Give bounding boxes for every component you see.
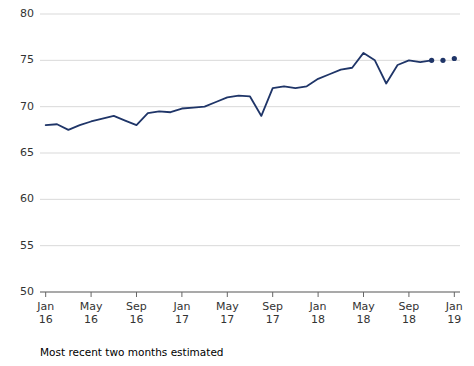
x-tick bbox=[454, 292, 455, 297]
x-tick bbox=[91, 292, 92, 297]
x-tick-label-line: 16 bbox=[39, 313, 53, 326]
dot bbox=[440, 58, 445, 63]
x-tick-label-line: Jan bbox=[309, 300, 327, 313]
x-axis: Jan16May16Sep16Jan17May17Sep17Jan18May18… bbox=[36, 292, 463, 326]
grid-line bbox=[40, 292, 460, 293]
data-layer bbox=[46, 53, 457, 130]
grid-line bbox=[40, 14, 460, 15]
x-tick-label: Jan17 bbox=[172, 300, 190, 326]
x-tick-label-line: Sep bbox=[262, 300, 283, 313]
x-tick-label-line: 18 bbox=[402, 313, 416, 326]
grid-line bbox=[40, 60, 460, 61]
x-tick-label-line: Sep bbox=[399, 300, 420, 313]
footnote: Most recent two months estimated bbox=[40, 346, 224, 358]
y-tick-label: 50 bbox=[20, 285, 34, 298]
x-tick-label-line: Jan bbox=[36, 300, 54, 313]
line bbox=[46, 53, 432, 130]
y-axis: 50 55 60 65 70 75 80 bbox=[20, 7, 34, 298]
x-tick-label: Sep18 bbox=[399, 300, 420, 326]
x-tick-label-line: 18 bbox=[357, 313, 371, 326]
x-axis-line bbox=[40, 292, 460, 293]
y-tick-label: 60 bbox=[20, 192, 34, 205]
y-tick-label: 80 bbox=[20, 7, 34, 20]
x-tick-label: Jan16 bbox=[36, 300, 54, 326]
x-tick-label-line: 17 bbox=[175, 313, 189, 326]
x-tick-label: May17 bbox=[216, 300, 239, 326]
chart-container: 50556065707580Jan16May16Sep16Jan17May17S… bbox=[0, 0, 474, 366]
x-tick-label: May16 bbox=[80, 300, 103, 326]
x-tick bbox=[272, 292, 273, 297]
x-tick-label: Sep16 bbox=[126, 300, 147, 326]
y-tick-label: 55 bbox=[20, 239, 34, 252]
x-tick-label-line: 18 bbox=[311, 313, 325, 326]
x-tick-label-line: 17 bbox=[220, 313, 234, 326]
x-tick-label-line: 16 bbox=[84, 313, 98, 326]
x-tick-label-line: 19 bbox=[447, 313, 461, 326]
x-tick-label-line: 17 bbox=[266, 313, 280, 326]
y-grid bbox=[40, 14, 460, 292]
grid-line bbox=[40, 245, 460, 246]
x-tick-label: Jan19 bbox=[445, 300, 463, 326]
x-tick-label-line: May bbox=[80, 300, 103, 313]
x-tick bbox=[408, 292, 409, 297]
x-tick-label: Jan18 bbox=[309, 300, 327, 326]
x-tick bbox=[318, 292, 319, 297]
x-tick bbox=[45, 292, 46, 297]
chart-svg: 50556065707580Jan16May16Sep16Jan17May17S… bbox=[0, 0, 474, 366]
x-tick-label-line: May bbox=[352, 300, 375, 313]
dot bbox=[452, 56, 457, 61]
x-tick bbox=[181, 292, 182, 297]
x-tick-label-line: Sep bbox=[126, 300, 147, 313]
x-tick-label-line: May bbox=[216, 300, 239, 313]
x-tick-label-line: 16 bbox=[129, 313, 143, 326]
y-tick-label: 70 bbox=[20, 100, 34, 113]
x-tick bbox=[136, 292, 137, 297]
x-tick bbox=[363, 292, 364, 297]
grid-line bbox=[40, 153, 460, 154]
x-tick-label: May18 bbox=[352, 300, 375, 326]
dot bbox=[429, 58, 434, 63]
y-tick-label: 75 bbox=[20, 53, 34, 66]
grid-line bbox=[40, 106, 460, 107]
x-tick bbox=[227, 292, 228, 297]
grid-line bbox=[40, 199, 460, 200]
x-tick-label-line: Jan bbox=[172, 300, 190, 313]
x-tick-label: Sep17 bbox=[262, 300, 283, 326]
x-tick-label-line: Jan bbox=[445, 300, 463, 313]
y-tick-label: 65 bbox=[20, 146, 34, 159]
